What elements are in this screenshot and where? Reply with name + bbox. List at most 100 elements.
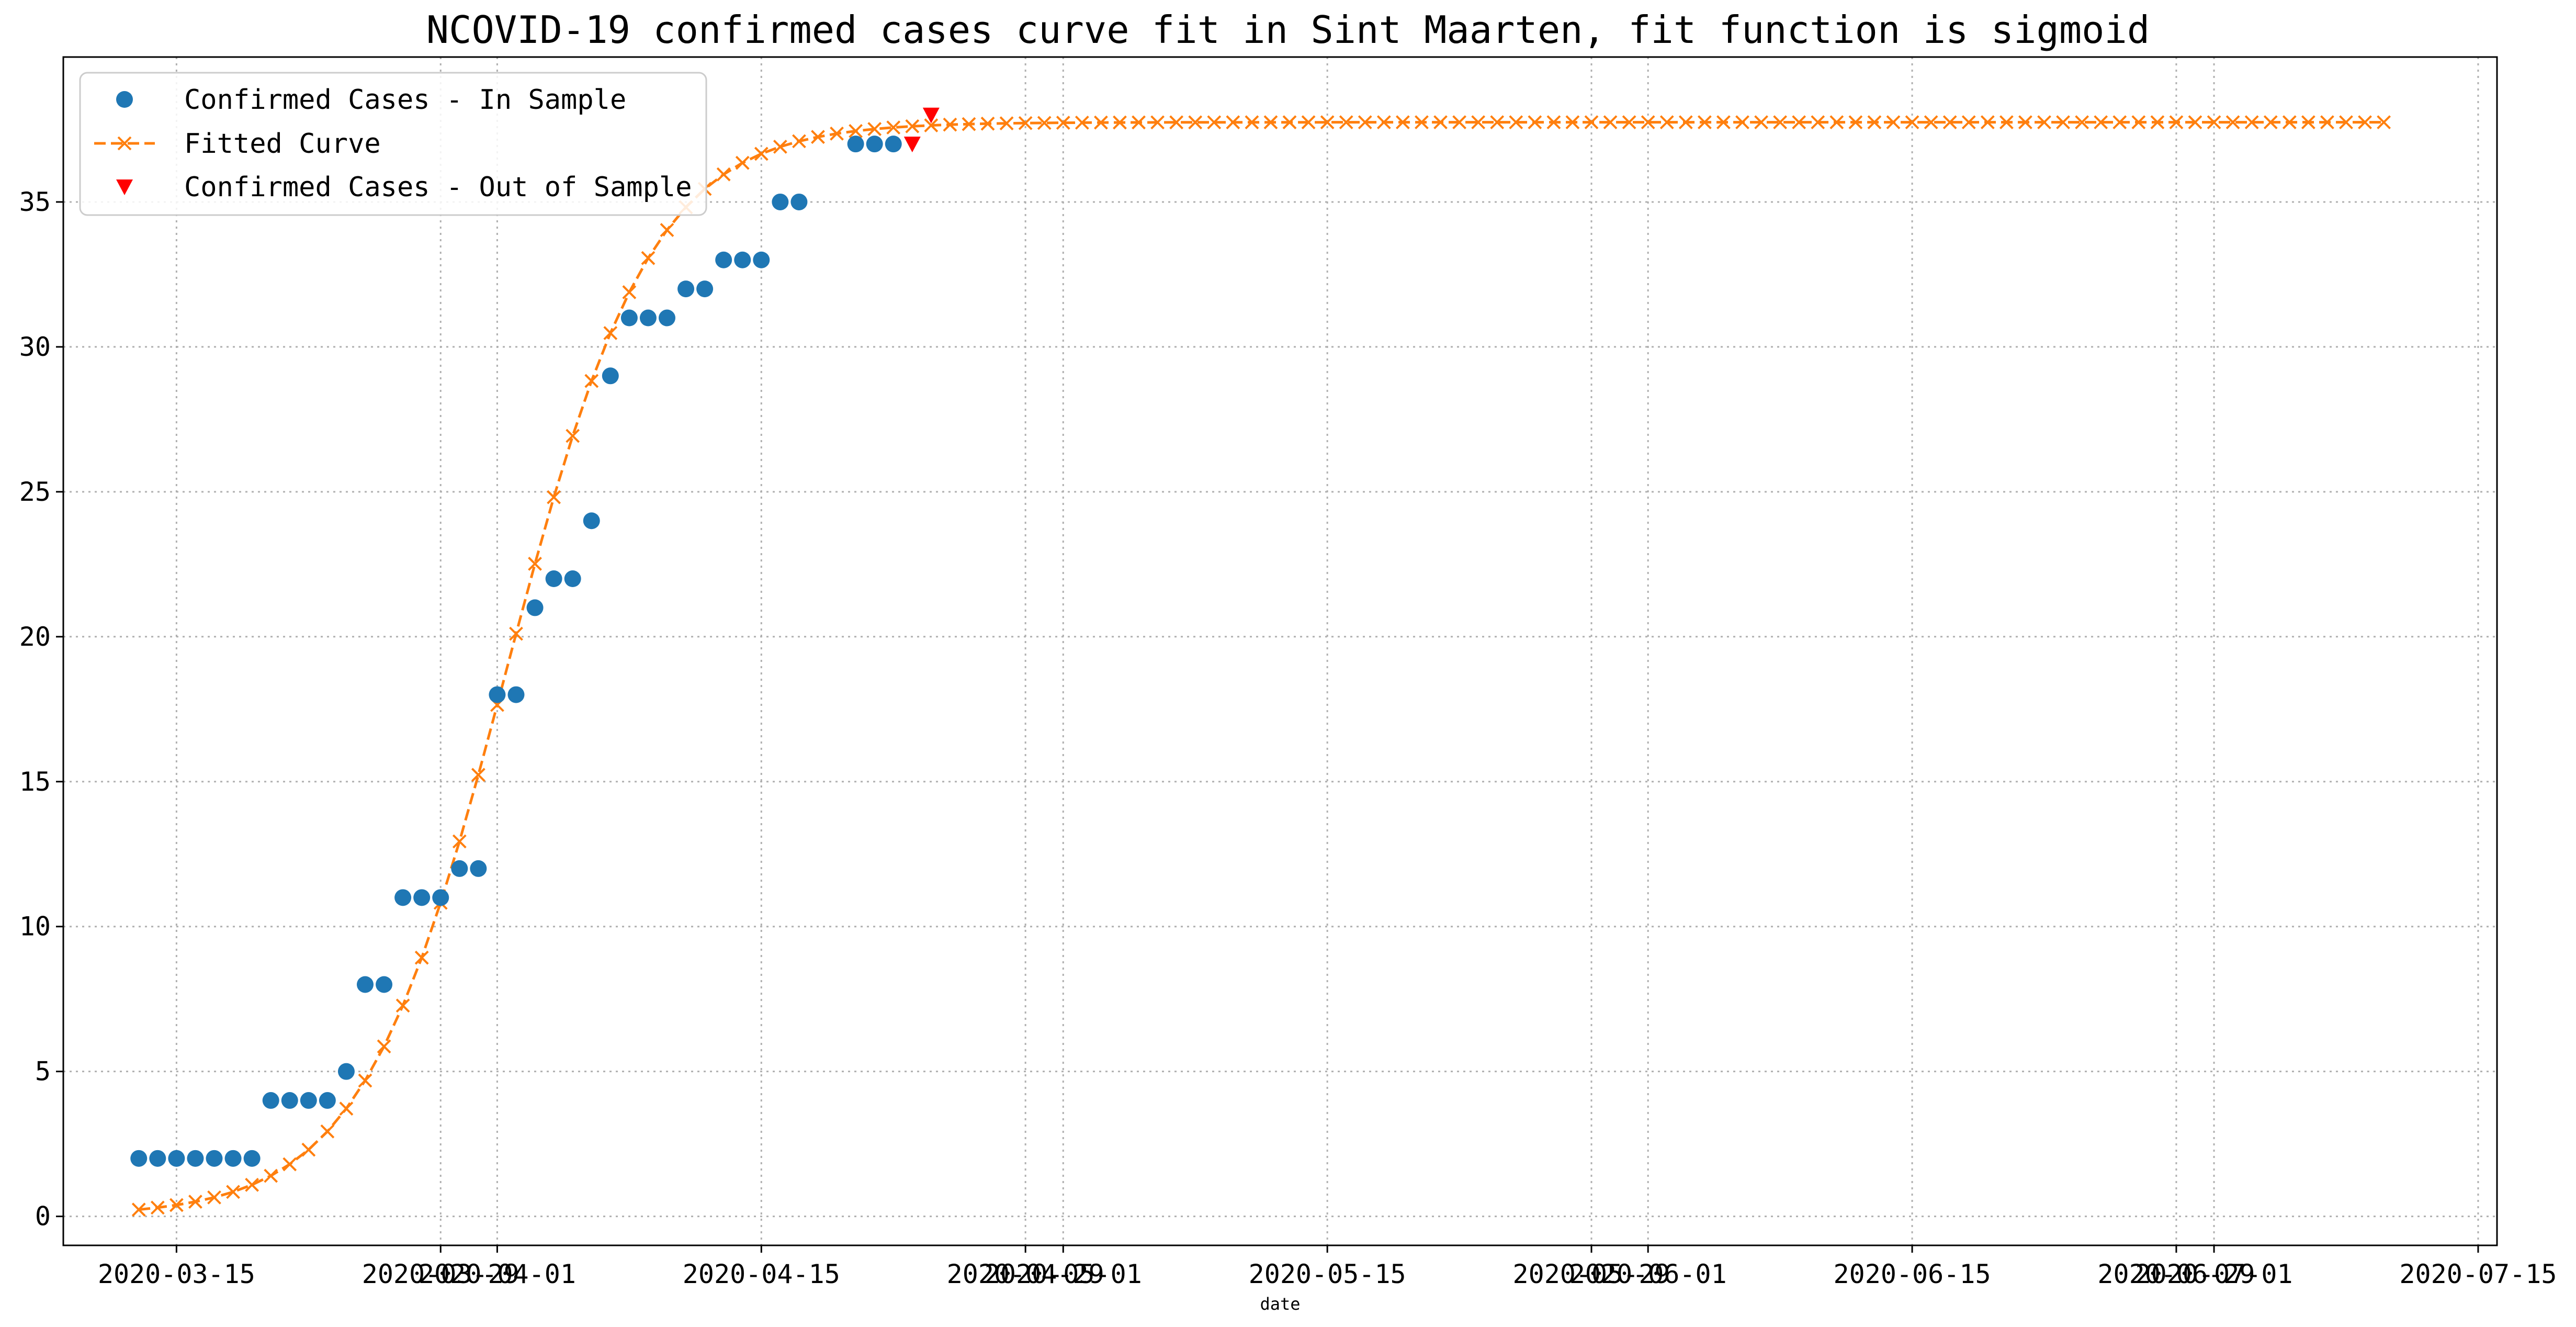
in-sample-point [696, 280, 714, 298]
fitted-curve-marker [2244, 115, 2259, 130]
fitted-curve-marker [2094, 115, 2108, 130]
fitted-curve-marker [1113, 115, 1127, 130]
in-sample-point [734, 251, 751, 268]
fitted-curve-marker [1622, 115, 1636, 130]
in-sample-point [413, 889, 431, 906]
in-sample-point [489, 686, 506, 703]
fitted-curve-marker [226, 1185, 240, 1199]
fitted-curve-marker [150, 1200, 165, 1215]
in-sample-point [545, 570, 562, 588]
x-tick-label: 2020-05-15 [1249, 1259, 1406, 1289]
fitted-curve-marker [886, 120, 901, 135]
fitted-curve-marker [1282, 115, 1297, 130]
legend-marker-out-sample [116, 179, 133, 195]
fitted-curve-marker [1886, 115, 1901, 130]
y-tick-label: 25 [19, 477, 51, 507]
in-sample-point [432, 889, 449, 906]
in-sample-point [262, 1092, 279, 1109]
fitted-curve-marker [1245, 115, 1259, 130]
fitted-curve-marker [1848, 115, 1863, 130]
fitted-curve-marker [1792, 115, 1806, 130]
fitted-curve-marker [188, 1195, 202, 1209]
fitted-curve-marker [999, 116, 1014, 131]
fitted-curve-marker [283, 1157, 297, 1172]
legend-label: Confirmed Cases - In Sample [184, 84, 626, 116]
in-sample-point [885, 136, 902, 153]
in-sample-point [470, 860, 487, 877]
fitted-curve-marker [641, 251, 656, 265]
fitted-curve-marker [905, 119, 920, 133]
fitted-curve-marker [1528, 115, 1542, 130]
in-sample-point [583, 512, 600, 530]
x-tick-label: 2020-04-01 [419, 1259, 576, 1289]
chart-title: NCOVID-19 confirmed cases curve fit in S… [426, 8, 2150, 52]
in-sample-point [168, 1150, 185, 1167]
out-of-sample-point [922, 107, 940, 123]
fitted-curve-marker [2207, 115, 2221, 130]
fitted-curve-marker [1565, 115, 1580, 130]
in-sample-point [130, 1150, 148, 1167]
fitted-curve-marker [1509, 115, 1523, 130]
x-axis-label: date [1260, 1294, 1300, 1314]
fitted-curve-marker [1490, 115, 1505, 130]
fitted-curve-marker [1415, 115, 1429, 130]
in-sample-point [281, 1092, 298, 1109]
fitted-curve-marker [2037, 115, 2051, 130]
fitted-curve-marker [1207, 115, 1222, 130]
fitted-curve-marker [2150, 115, 2165, 130]
in-sample-point [715, 251, 732, 268]
fitted-curve-marker [1980, 115, 1995, 130]
fitted-curve-marker [1961, 115, 1976, 130]
fitted-curve-marker [1150, 115, 1165, 130]
in-sample-point [564, 570, 581, 588]
fitted-curve-marker [2112, 115, 2127, 130]
in-sample-point [149, 1150, 166, 1167]
in-sample-point [526, 599, 544, 616]
in-sample-point [319, 1092, 336, 1109]
y-tick-label: 5 [35, 1056, 51, 1087]
x-tick-label: 2020-05-29 [1513, 1259, 1670, 1289]
fitted-curve-marker [2301, 115, 2315, 130]
in-sample-point [243, 1150, 261, 1167]
in-sample-point [300, 1092, 317, 1109]
y-tick-label: 15 [19, 767, 51, 797]
x-tick-label: 2020-06-01 [1569, 1259, 1727, 1289]
fitted-curve-marker [1697, 115, 1712, 130]
fitted-curve-marker [2263, 115, 2278, 130]
legend-marker-in-sample [116, 91, 133, 108]
x-tick-label: 2020-06-29 [2097, 1259, 2255, 1289]
fitted-curve-marker [452, 834, 467, 849]
in-sample-point [772, 193, 789, 210]
fitted-curve-marker [622, 285, 637, 299]
out-of-sample-series [903, 107, 940, 153]
in-sample-point [356, 976, 374, 993]
fitted-curve-marker [754, 147, 769, 161]
in-sample-series [130, 136, 902, 1167]
out-of-sample-point [903, 137, 921, 153]
fitted-curve-marker [1339, 115, 1353, 130]
legend-marker-fitted [117, 136, 132, 151]
fitted-curve-marker [1659, 115, 1674, 130]
fitted-curve-marker [1754, 115, 1768, 130]
fitted-curve-marker [1018, 116, 1033, 130]
fitted-curve-marker [660, 223, 674, 237]
fitted-curve-marker [566, 429, 580, 443]
legend-box [79, 72, 707, 216]
fitted-curve-marker [943, 117, 957, 132]
y-tick-label: 0 [35, 1201, 51, 1232]
in-sample-point [451, 860, 468, 877]
y-tick-label: 20 [19, 622, 51, 652]
fitted-curve-marker [1263, 115, 1278, 130]
fitted-curve-marker [339, 1101, 354, 1116]
fitted-curve-marker [1358, 115, 1372, 130]
fitted-curve-marker [716, 167, 731, 182]
fitted-curve-marker [584, 374, 599, 388]
y-tick-label: 35 [19, 187, 51, 217]
fitted-curve-marker [377, 1039, 391, 1054]
fitted-curve-marker [2131, 115, 2146, 130]
in-sample-point [753, 251, 770, 268]
fitted-curve-marker [1093, 115, 1108, 130]
fitted-curve-marker [2188, 115, 2202, 130]
fitted-curve-marker [830, 126, 844, 141]
